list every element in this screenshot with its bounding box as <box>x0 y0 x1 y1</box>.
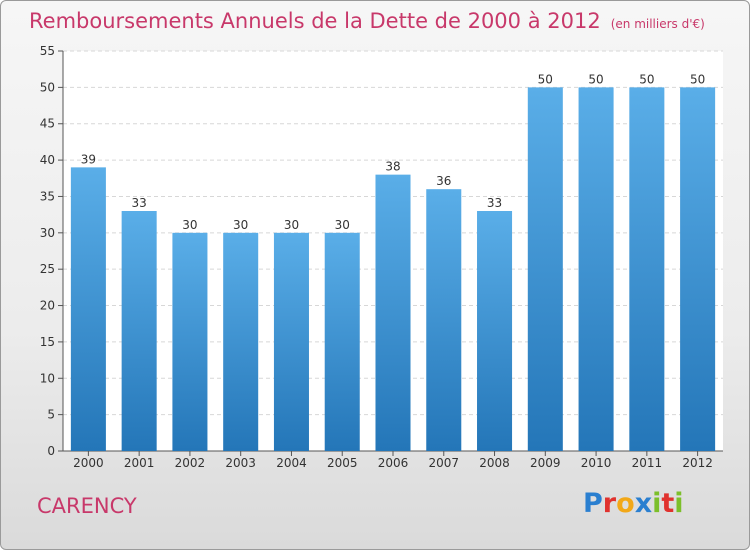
chart-title: Remboursements Annuels de la Dette de 20… <box>29 9 705 33</box>
y-tick-label: 10 <box>40 371 55 385</box>
proxiti-logo: Proxiti <box>583 488 684 519</box>
x-tick-label: 2006 <box>378 456 409 470</box>
y-tick-label: 25 <box>40 262 55 276</box>
logo-letter: i <box>652 488 662 519</box>
y-tick-label: 15 <box>40 335 55 349</box>
bar <box>477 211 513 451</box>
y-tick-label: 20 <box>40 299 55 313</box>
title-text: Remboursements Annuels de la Dette de 20… <box>29 9 601 33</box>
bar-value-label: 30 <box>233 218 248 232</box>
bar-value-label: 50 <box>538 72 553 86</box>
y-tick-label: 50 <box>40 80 55 94</box>
x-tick-label: 2005 <box>327 456 358 470</box>
x-tick-label: 2003 <box>225 456 256 470</box>
bar <box>121 211 157 451</box>
logo-letter: o <box>616 488 635 519</box>
y-tick-label: 0 <box>47 444 55 458</box>
bar-value-label: 39 <box>81 152 96 166</box>
logo-letter: P <box>583 488 603 519</box>
bar-value-label: 33 <box>487 196 502 210</box>
bar <box>680 87 716 451</box>
y-tick-label: 40 <box>40 153 55 167</box>
bar-value-label: 33 <box>132 196 147 210</box>
y-tick-label: 30 <box>40 226 55 240</box>
bar <box>223 232 259 451</box>
x-tick-label: 2000 <box>73 456 104 470</box>
bar-value-label: 30 <box>284 218 299 232</box>
x-tick-label: 2009 <box>530 456 561 470</box>
x-tick-label: 2002 <box>175 456 206 470</box>
bar <box>375 174 411 452</box>
bar-value-label: 50 <box>639 72 654 86</box>
bar <box>324 232 360 451</box>
bar <box>629 87 665 451</box>
unit-text: (en milliers d'€) <box>610 17 705 31</box>
bar-value-label: 30 <box>335 218 350 232</box>
logo-letter: x <box>634 488 653 519</box>
bar <box>172 232 208 451</box>
x-tick-label: 2012 <box>682 456 713 470</box>
logo-letter: t <box>661 488 675 519</box>
y-tick-label: 55 <box>40 44 55 58</box>
bar <box>426 189 462 451</box>
x-tick-label: 2007 <box>428 456 459 470</box>
commune-name: CARENCY <box>37 494 137 518</box>
bar-value-label: 50 <box>690 72 705 86</box>
bar <box>70 167 106 451</box>
bar-value-label: 38 <box>385 160 400 174</box>
logo-letter: i <box>674 488 684 519</box>
x-tick-label: 2010 <box>581 456 612 470</box>
bar-value-label: 36 <box>436 174 451 188</box>
y-tick-label: 5 <box>47 408 55 422</box>
bar <box>273 232 309 451</box>
bar <box>527 87 563 451</box>
bar-value-label: 30 <box>182 218 197 232</box>
bar-value-label: 50 <box>588 72 603 86</box>
x-tick-label: 2001 <box>124 456 155 470</box>
x-tick-label: 2004 <box>276 456 307 470</box>
y-tick-label: 45 <box>40 117 55 131</box>
x-tick-label: 2008 <box>479 456 510 470</box>
logo-letter: r <box>602 488 617 519</box>
x-tick-label: 2011 <box>632 456 663 470</box>
bar <box>578 87 614 451</box>
y-tick-label: 35 <box>40 189 55 203</box>
